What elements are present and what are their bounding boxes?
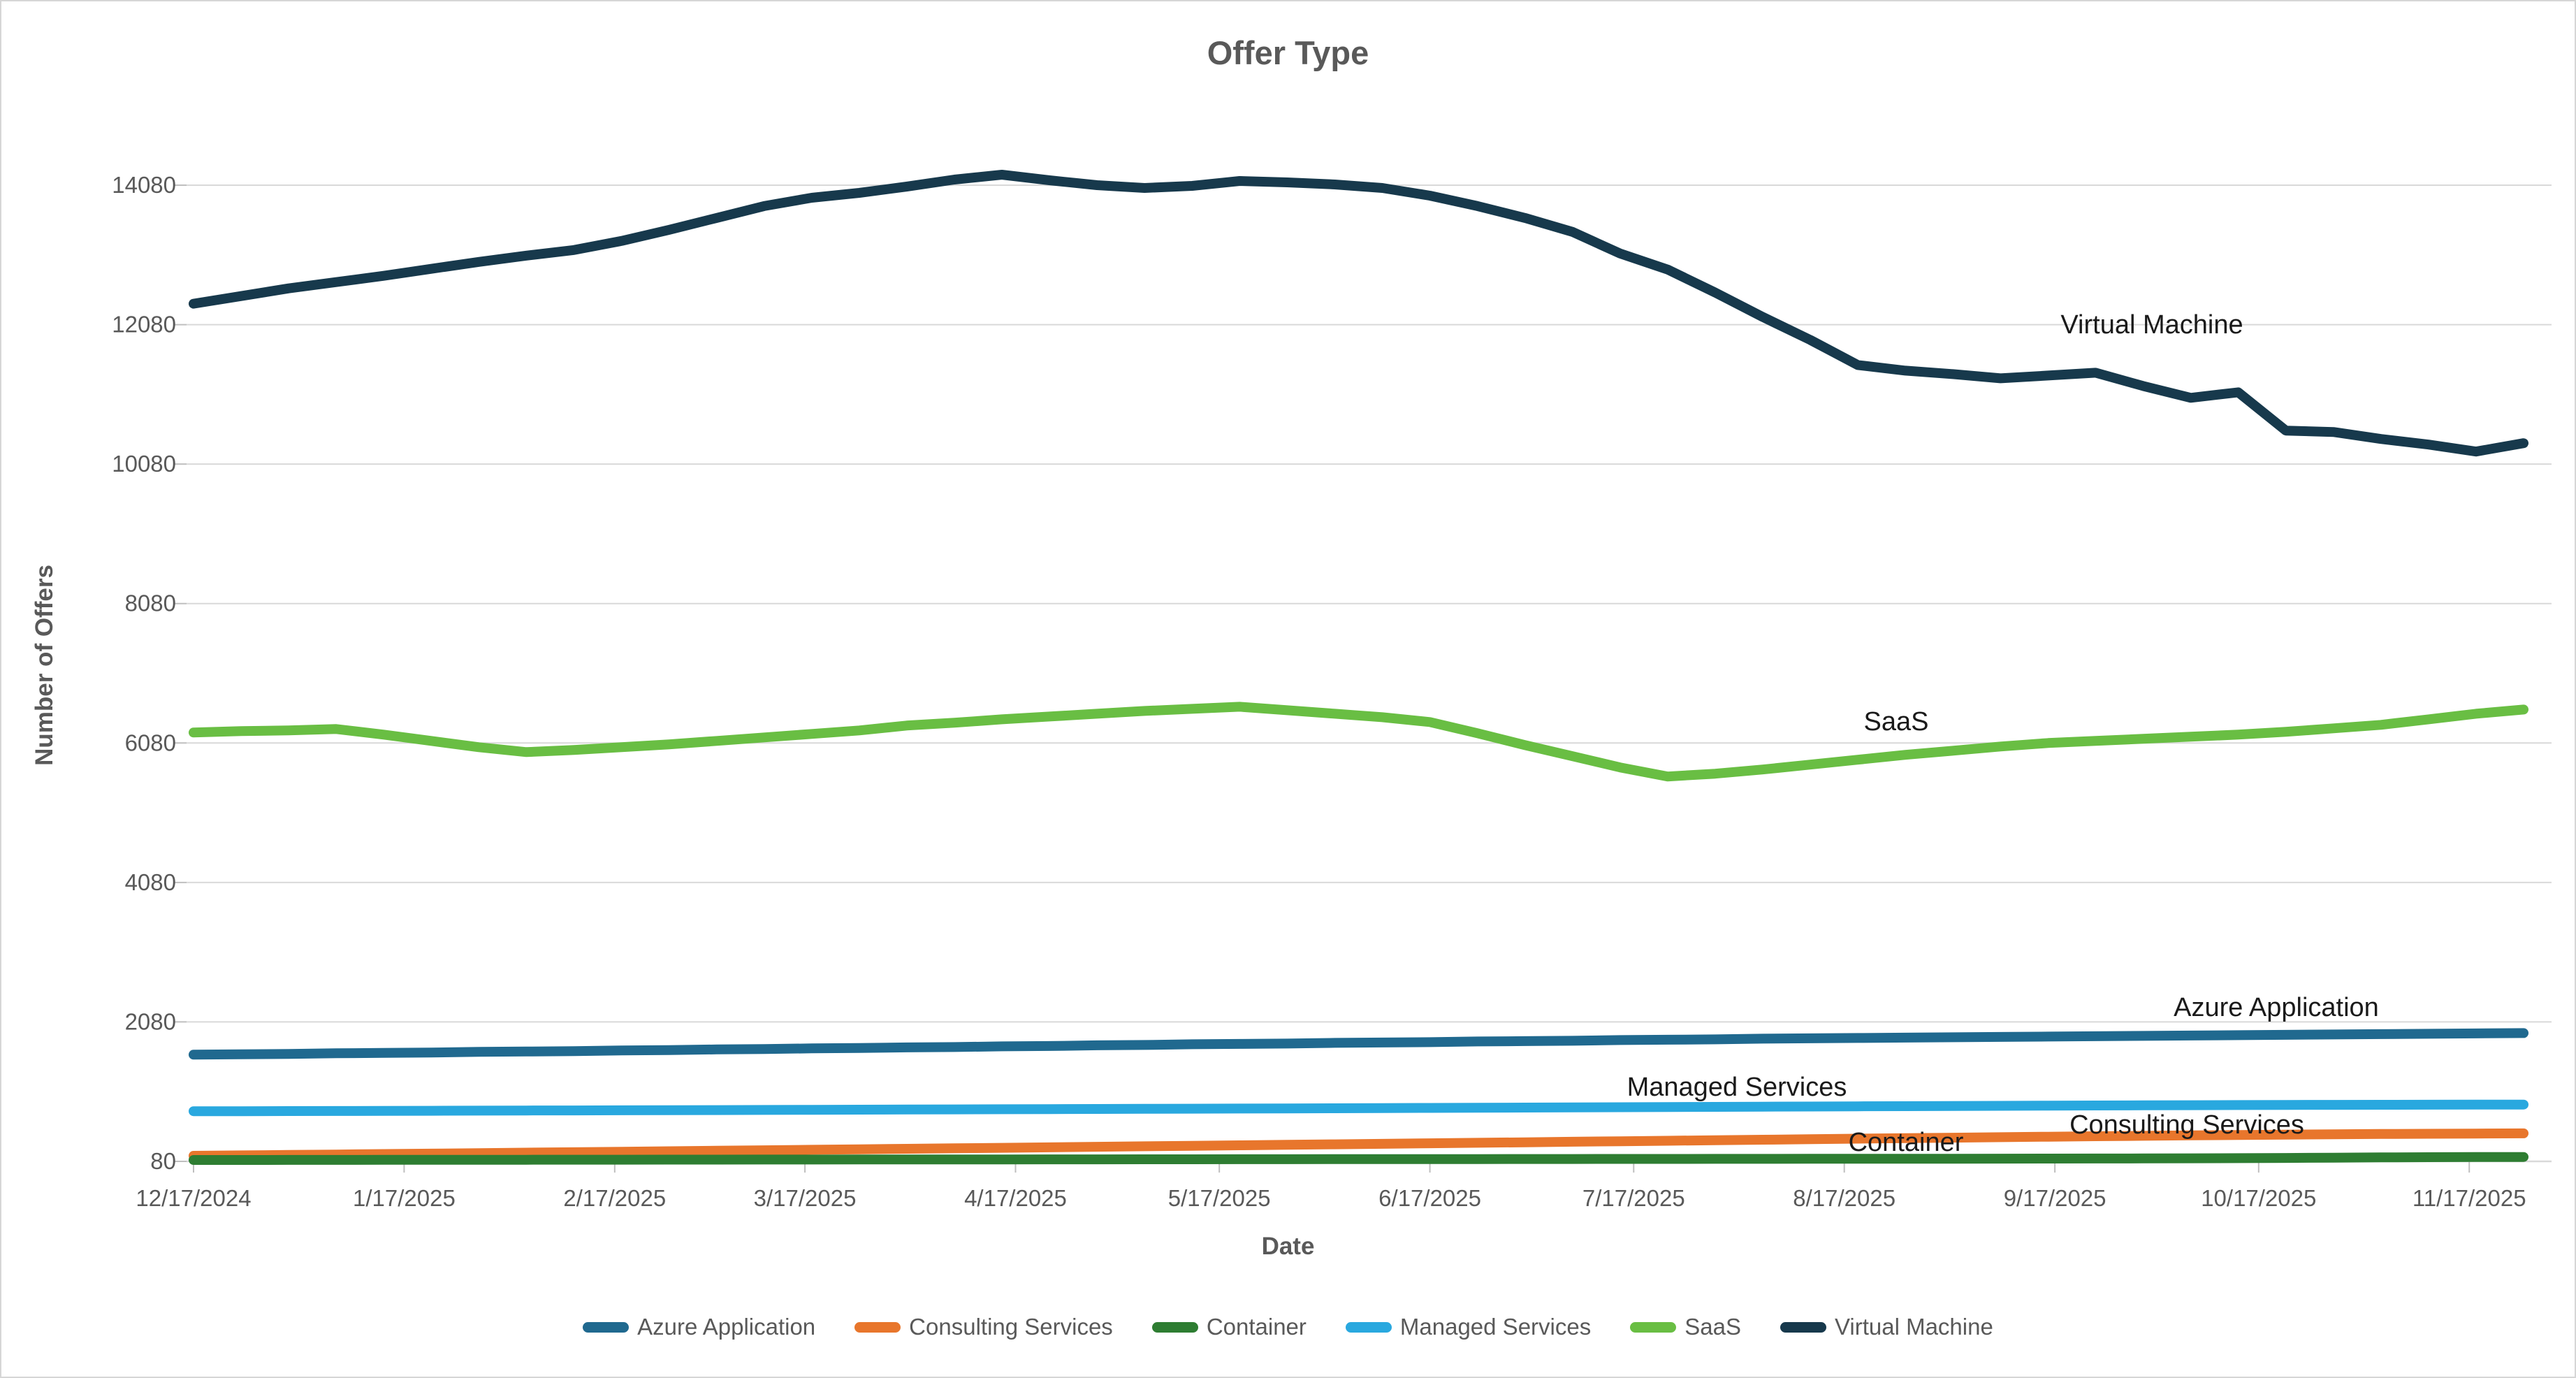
x-axis-tick-label: 9/17/2025 bbox=[2004, 1185, 2106, 1211]
x-axis-tick-label: 7/17/2025 bbox=[1582, 1185, 1685, 1211]
y-axis-tick-label: 8080 bbox=[125, 590, 176, 616]
series-label-saas: SaaS bbox=[1864, 707, 1929, 737]
legend-swatch-icon bbox=[583, 1321, 630, 1333]
chart-title: Offer Type bbox=[1207, 34, 1369, 71]
series-label-azure-application: Azure Application bbox=[2174, 993, 2379, 1022]
y-axis-tick-label: 14080 bbox=[112, 172, 176, 198]
series-label-virtual-machine: Virtual Machine bbox=[2060, 310, 2243, 340]
series-line-saas bbox=[189, 702, 2528, 782]
legend-item-saas: SaaS bbox=[1630, 1314, 1741, 1340]
x-axis-tick-label: 6/17/2025 bbox=[1378, 1185, 1481, 1211]
legend-label: Virtual Machine bbox=[1834, 1314, 1993, 1340]
y-axis-tick-label: 4080 bbox=[125, 869, 176, 895]
legend-swatch-icon bbox=[1345, 1321, 1392, 1333]
series-line-container bbox=[189, 1152, 2528, 1165]
chart-legend: Azure Application Consulting Services Cont… bbox=[1, 1314, 2575, 1340]
y-axis-tick-label: 10080 bbox=[112, 451, 176, 477]
legend-label: Container bbox=[1206, 1314, 1307, 1340]
x-axis-tick-label: 3/17/2025 bbox=[754, 1185, 857, 1211]
x-axis-tick-label: 11/17/2025 bbox=[2413, 1185, 2526, 1211]
series-label-consulting-services: Consulting Services bbox=[2069, 1110, 2304, 1140]
legend-item-virtual-machine: Virtual Machine bbox=[1780, 1314, 1993, 1340]
x-axis-tick-label: 4/17/2025 bbox=[964, 1185, 1067, 1211]
legend-label: Consulting Services bbox=[909, 1314, 1113, 1340]
legend-swatch-icon bbox=[1630, 1321, 1677, 1333]
legend-swatch-icon bbox=[1151, 1321, 1198, 1333]
legend-swatch-icon bbox=[1780, 1321, 1826, 1333]
legend-label: Azure Application bbox=[637, 1314, 816, 1340]
x-axis-tick-label: 1/17/2025 bbox=[353, 1185, 456, 1211]
series-label-container: Container bbox=[1849, 1128, 1964, 1157]
y-axis-title: Number of Offers bbox=[31, 565, 58, 766]
legend-item-container: Container bbox=[1151, 1314, 1307, 1340]
x-axis-title: Date bbox=[1261, 1233, 1315, 1260]
x-axis-tick-label: 2/17/2025 bbox=[563, 1185, 666, 1211]
y-axis-tick-label: 2080 bbox=[125, 1008, 176, 1034]
x-axis-tick-label: 12/17/2024 bbox=[136, 1185, 251, 1211]
legend-label: Managed Services bbox=[1399, 1314, 1592, 1340]
series-line-consulting-services bbox=[189, 1128, 2528, 1161]
series-line-virtual-machine bbox=[189, 170, 2528, 457]
x-axis-tick-label: 5/17/2025 bbox=[1168, 1185, 1271, 1211]
series-line-azure-application bbox=[189, 1028, 2528, 1060]
x-axis-tick-label: 8/17/2025 bbox=[1793, 1185, 1895, 1211]
y-axis-tick-label: 12080 bbox=[112, 312, 176, 338]
legend-swatch-icon bbox=[854, 1321, 901, 1333]
series-line-managed-services bbox=[189, 1099, 2528, 1117]
legend-item-consulting-services: Consulting Services bbox=[854, 1314, 1113, 1340]
x-axis-tick-label: 10/17/2025 bbox=[2201, 1185, 2316, 1211]
y-axis-tick-label: 80 bbox=[150, 1148, 176, 1174]
legend-label: SaaS bbox=[1684, 1314, 1741, 1340]
legend-item-azure-application: Azure Application bbox=[583, 1314, 815, 1340]
y-axis-tick-label: 6080 bbox=[125, 730, 176, 755]
legend-item-managed-services: Managed Services bbox=[1345, 1314, 1592, 1340]
series-label-managed-services: Managed Services bbox=[1627, 1073, 1847, 1102]
